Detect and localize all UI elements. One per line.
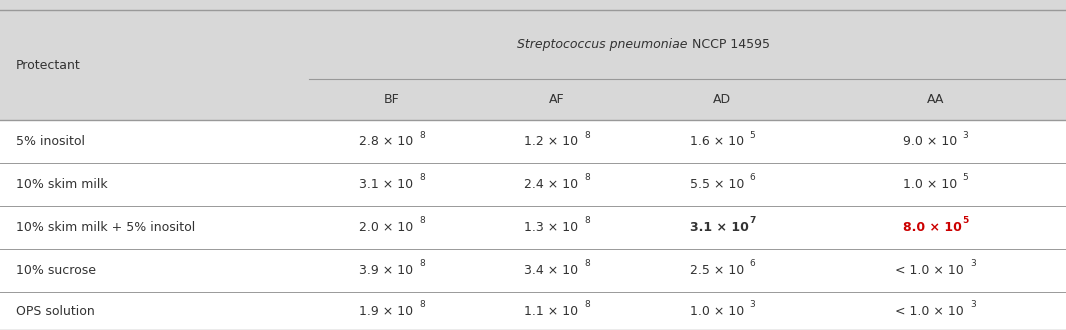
- Text: 8: 8: [419, 174, 424, 182]
- Text: 2.8 × 10: 2.8 × 10: [359, 135, 414, 148]
- Text: Protectant: Protectant: [16, 59, 81, 72]
- Text: 8: 8: [419, 216, 424, 225]
- Text: 6: 6: [749, 259, 755, 268]
- Text: 9.0 × 10: 9.0 × 10: [903, 135, 957, 148]
- Text: 5.5 × 10: 5.5 × 10: [690, 178, 744, 191]
- Text: 8.0 × 10: 8.0 × 10: [903, 221, 962, 234]
- Text: AA: AA: [926, 93, 944, 106]
- Text: 3.1 × 10: 3.1 × 10: [690, 221, 748, 234]
- Text: 3.1 × 10: 3.1 × 10: [359, 178, 414, 191]
- Text: AF: AF: [549, 93, 565, 106]
- Text: < 1.0 × 10: < 1.0 × 10: [895, 305, 964, 317]
- Text: 3: 3: [970, 300, 976, 309]
- Text: 10% sucrose: 10% sucrose: [16, 264, 96, 277]
- Text: BF: BF: [384, 93, 400, 106]
- Text: 8: 8: [584, 259, 589, 268]
- Text: 7: 7: [749, 216, 756, 225]
- Text: 1.2 × 10: 1.2 × 10: [524, 135, 579, 148]
- Text: 8: 8: [584, 216, 589, 225]
- Text: 2.4 × 10: 2.4 × 10: [524, 178, 579, 191]
- Text: 8: 8: [584, 174, 589, 182]
- Text: 5% inositol: 5% inositol: [16, 135, 85, 148]
- Text: 3.9 × 10: 3.9 × 10: [359, 264, 414, 277]
- Text: 1.0 × 10: 1.0 × 10: [903, 178, 957, 191]
- Text: Streptococcus pneumoniae: Streptococcus pneumoniae: [517, 38, 688, 51]
- Text: 8: 8: [584, 300, 589, 309]
- Text: 3.4 × 10: 3.4 × 10: [524, 264, 579, 277]
- Text: OPS solution: OPS solution: [16, 305, 95, 317]
- Text: 10% skim milk: 10% skim milk: [16, 178, 108, 191]
- Text: 3: 3: [749, 300, 755, 309]
- Bar: [0, 120, 1066, 330]
- Text: 1.9 × 10: 1.9 × 10: [359, 305, 414, 317]
- Text: 2.5 × 10: 2.5 × 10: [690, 264, 744, 277]
- Text: AD: AD: [713, 93, 731, 106]
- Text: 6: 6: [749, 174, 755, 182]
- Text: 8: 8: [419, 259, 424, 268]
- Text: 1.1 × 10: 1.1 × 10: [524, 305, 579, 317]
- Text: 1.3 × 10: 1.3 × 10: [524, 221, 579, 234]
- Text: < 1.0 × 10: < 1.0 × 10: [895, 264, 964, 277]
- Text: 1.0 × 10: 1.0 × 10: [690, 305, 744, 317]
- Text: 3: 3: [963, 131, 968, 140]
- Text: 8: 8: [419, 131, 424, 140]
- Text: 1.6 × 10: 1.6 × 10: [690, 135, 744, 148]
- Text: 5: 5: [749, 131, 755, 140]
- Text: 2.0 × 10: 2.0 × 10: [359, 221, 414, 234]
- Text: 8: 8: [584, 131, 589, 140]
- Text: NCCP 14595: NCCP 14595: [688, 38, 770, 51]
- Text: 5: 5: [963, 216, 969, 225]
- Text: 10% skim milk + 5% inositol: 10% skim milk + 5% inositol: [16, 221, 195, 234]
- Text: 3: 3: [970, 259, 976, 268]
- Text: 5: 5: [963, 174, 968, 182]
- Text: 8: 8: [419, 300, 424, 309]
